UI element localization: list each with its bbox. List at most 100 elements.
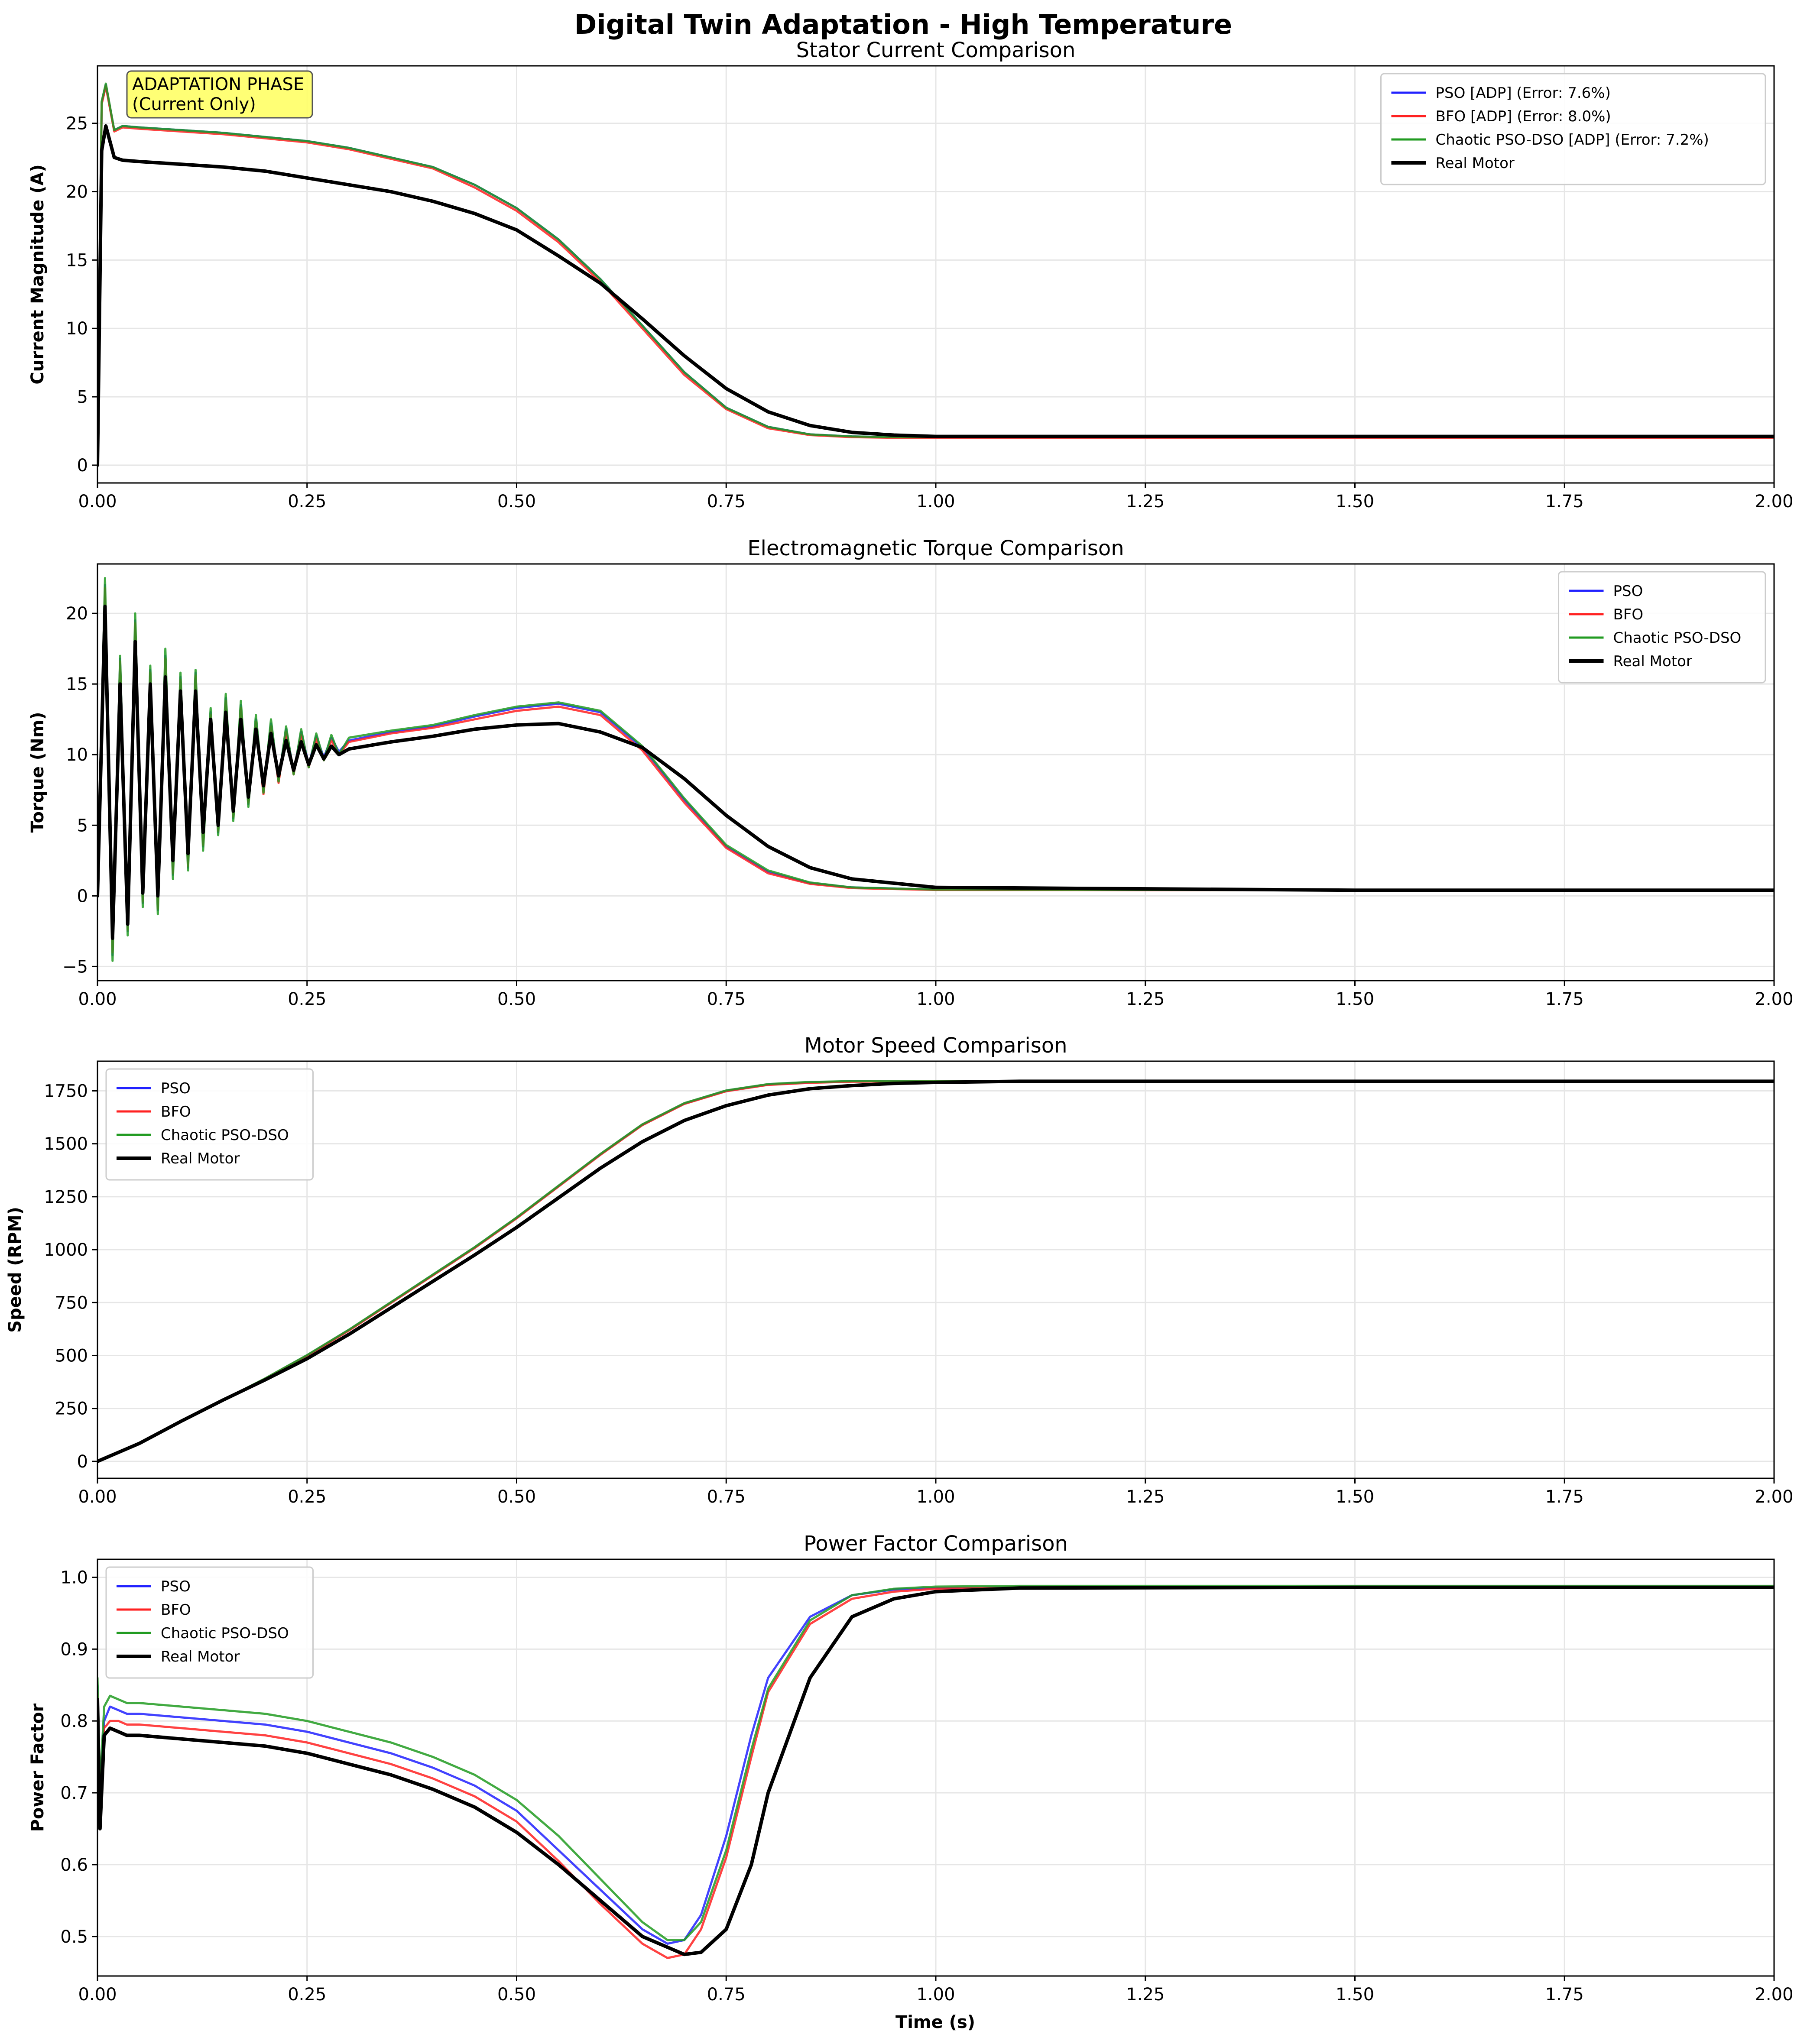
x-axis-label: Time (s): [895, 2012, 975, 2032]
x-tick-label: 1.00: [916, 492, 955, 512]
x-tick-label: 1.25: [1126, 1487, 1165, 1507]
y-tick-label: 25: [66, 114, 88, 134]
legend: PSO BFO Chaotic PSO-DSO Real Motor: [105, 1068, 314, 1181]
y-axis-label: Current Magnitude (A): [28, 164, 48, 384]
adaptation-phase-annotation: ADAPTATION PHASE(Current Only): [126, 70, 313, 119]
series-line-4: [97, 1585, 1774, 1957]
legend-label: Real Motor: [1436, 155, 1515, 172]
annotation-line: ADAPTATION PHASE: [132, 75, 304, 94]
subplot-3: Motor Speed Comparison 0.00 0.25 0.50 0.75 1.…: [5, 1033, 1794, 1507]
subplot-4: Power Factor Comparison 0.00 0.25 0.50 0.75 1…: [28, 1532, 1794, 2005]
x-tick-label: 1.25: [1126, 1985, 1165, 2005]
y-tick-label: 500: [55, 1346, 88, 1366]
y-axis-label: Torque (Nm): [28, 712, 48, 833]
y-tick-label: 1500: [44, 1134, 88, 1154]
y-tick-label: 1250: [44, 1187, 88, 1207]
y-tick-label: 0: [77, 886, 88, 906]
legend-label: BFO: [161, 1601, 191, 1619]
legend-box: [105, 1068, 314, 1181]
x-tick-label: 0.00: [78, 989, 117, 1009]
y-tick-label: 10: [66, 319, 88, 339]
legend-label: PSO [ADP] (Error: 7.6%): [1436, 84, 1611, 102]
x-tick-label: 0.25: [288, 492, 326, 512]
series-group: [97, 1584, 1774, 1959]
figure-suptitle: Digital Twin Adaptation - High Temperatu…: [574, 9, 1232, 40]
x-tick-label: 1.75: [1545, 1487, 1584, 1507]
y-tick-label: 0.6: [60, 1855, 88, 1875]
grid: [97, 66, 1775, 483]
x-tick-label: 0.75: [707, 1487, 746, 1507]
x-tick-label: 0.50: [497, 1985, 536, 2005]
subplot-1: Stator Current Comparison 0.00 0.25 0.50 0.7…: [28, 38, 1794, 512]
x-tick-label: 1.50: [1336, 492, 1374, 512]
legend-label: BFO: [161, 1103, 191, 1121]
subplot-title: Power Factor Comparison: [804, 1532, 1068, 1556]
y-tick-label: 0.7: [60, 1783, 88, 1803]
x-tick-label: 0.25: [288, 1985, 326, 2005]
legend-box: [1380, 73, 1766, 185]
y-tick-label: 1750: [44, 1081, 88, 1101]
x-tick-label: 2.00: [1755, 1487, 1793, 1507]
series-group: [97, 82, 1774, 467]
x-tick-label: 2.00: [1755, 1985, 1793, 2005]
x-tick-label: 1.75: [1545, 1985, 1584, 2005]
x-tick-label: 1.75: [1545, 492, 1584, 512]
legend: PSO BFO Chaotic PSO-DSO Real Motor: [1558, 571, 1766, 683]
x-tick-label: 1.50: [1336, 1985, 1374, 2005]
legend-label: BFO: [1613, 606, 1644, 623]
series-line-2: [97, 1586, 1774, 1959]
grid: [97, 564, 1775, 981]
y-axis-label: Power Factor: [28, 1703, 48, 1832]
x-tick-label: 1.25: [1126, 492, 1165, 512]
legend-label: Chaotic PSO-DSO: [1613, 629, 1742, 647]
legend-label: Chaotic PSO-DSO: [161, 1127, 289, 1144]
y-tick-label: 5: [77, 387, 88, 407]
y-tick-label: 15: [66, 674, 88, 694]
y-tick-label: −5: [62, 957, 88, 977]
x-tick-label: 1.00: [916, 1487, 955, 1507]
series-line-3: [97, 82, 1774, 466]
legend-label: Chaotic PSO-DSO: [161, 1625, 289, 1642]
x-tick-label: 1.50: [1336, 989, 1374, 1009]
subplot-2: Electromagnetic Torque Comparison 0.00 0.2…: [28, 536, 1794, 1009]
x-tick-label: 2.00: [1755, 989, 1793, 1009]
y-tick-label: 0.5: [60, 1927, 88, 1947]
y-tick-label: 1000: [44, 1240, 88, 1260]
legend-label: PSO: [161, 1080, 191, 1097]
annotation-box: [126, 70, 313, 119]
subplot-title: Stator Current Comparison: [796, 38, 1076, 62]
legend-label: BFO [ADP] (Error: 8.0%): [1436, 108, 1611, 125]
x-tick-label: 0.50: [497, 989, 536, 1009]
x-tick-label: 0.75: [707, 989, 746, 1009]
y-tick-label: 250: [55, 1399, 88, 1419]
y-tick-label: 20: [66, 182, 88, 202]
x-tick-label: 1.00: [916, 989, 955, 1009]
legend-label: Chaotic PSO-DSO [ADP] (Error: 7.2%): [1436, 131, 1709, 149]
series-line-3: [97, 1584, 1774, 1941]
x-tick-label: 0.00: [78, 1985, 117, 2005]
series-line-4: [97, 124, 1774, 467]
x-tick-label: 1.75: [1545, 989, 1584, 1009]
x-tick-label: 0.25: [288, 1487, 326, 1507]
legend-box: [105, 1566, 314, 1679]
x-tick-label: 0.25: [288, 989, 326, 1009]
annotation-line: (Current Only): [132, 94, 256, 114]
x-tick-label: 1.25: [1126, 989, 1165, 1009]
y-tick-label: 1.0: [60, 1568, 88, 1587]
legend-label: PSO: [1613, 583, 1643, 600]
series-group: [97, 577, 1774, 962]
x-tick-label: 1.00: [916, 1985, 955, 2005]
legend: PSO BFO Chaotic PSO-DSO Real Motor: [105, 1566, 314, 1679]
y-tick-label: 5: [77, 816, 88, 836]
subplot-title: Electromagnetic Torque Comparison: [747, 536, 1124, 560]
subplot-title: Motor Speed Comparison: [804, 1033, 1067, 1058]
series-line-4: [97, 1079, 1774, 1463]
x-tick-label: 0.00: [78, 1487, 117, 1507]
grid: [97, 1559, 1775, 1976]
x-tick-label: 0.50: [497, 492, 536, 512]
x-tick-label: 0.75: [707, 492, 746, 512]
x-tick-label: 1.50: [1336, 1487, 1374, 1507]
series-line-4: [97, 604, 1774, 940]
